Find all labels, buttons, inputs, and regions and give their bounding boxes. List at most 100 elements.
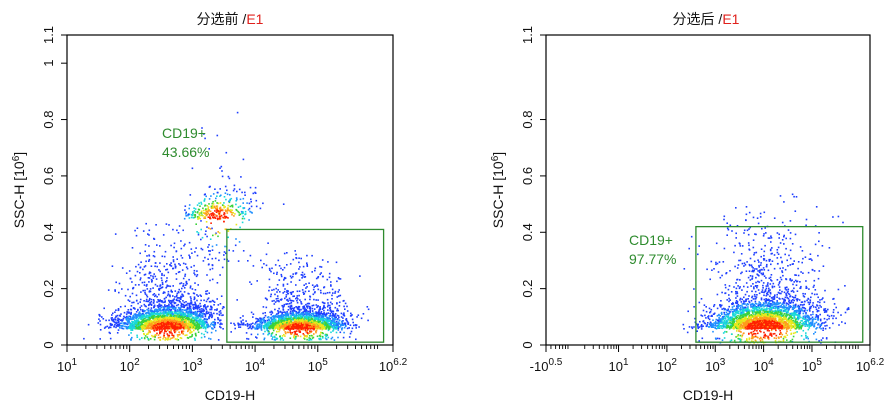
event-point	[220, 295, 223, 297]
event-point	[186, 327, 189, 330]
event-point	[196, 254, 199, 257]
event-point	[144, 310, 146, 312]
event-point	[188, 320, 190, 322]
event-point	[214, 217, 217, 219]
event-point	[321, 326, 323, 328]
event-point	[168, 308, 171, 311]
event-point	[144, 291, 146, 294]
event-point	[294, 273, 297, 275]
event-point	[117, 308, 120, 310]
event-point	[295, 306, 297, 308]
event-point	[312, 288, 315, 291]
event-point	[117, 309, 120, 312]
event-point	[282, 285, 285, 287]
event-point	[323, 309, 325, 312]
event-point	[152, 255, 155, 257]
event-point	[195, 319, 198, 322]
event-point	[298, 261, 300, 264]
event-point	[183, 323, 186, 326]
event-point	[224, 206, 226, 208]
event-point	[214, 208, 217, 210]
event-point	[276, 295, 279, 297]
event-point	[161, 314, 164, 317]
event-point	[257, 318, 260, 321]
event-point	[179, 317, 182, 319]
event-point	[139, 272, 141, 274]
event-point	[146, 314, 149, 317]
event-point	[182, 327, 185, 330]
event-point	[194, 211, 197, 213]
event-point	[155, 324, 158, 327]
event-point	[182, 300, 184, 302]
event-point	[171, 299, 173, 302]
event-point	[124, 322, 126, 324]
event-point	[178, 315, 181, 317]
event-point	[159, 305, 161, 308]
event-point	[338, 278, 340, 280]
event-point	[117, 323, 120, 326]
event-point	[306, 319, 308, 322]
event-point	[170, 325, 172, 327]
event-point	[148, 229, 151, 232]
event-point	[210, 222, 212, 224]
event-point	[140, 313, 142, 315]
event-point	[317, 299, 319, 301]
event-point	[302, 307, 304, 310]
event-point	[295, 257, 298, 260]
event-point	[352, 321, 354, 324]
event-point	[163, 274, 165, 277]
event-point	[155, 308, 157, 311]
event-point	[182, 333, 184, 335]
event-point	[152, 324, 155, 326]
event-point	[217, 322, 219, 324]
event-point	[169, 327, 171, 329]
event-point	[208, 214, 211, 216]
event-point	[273, 272, 275, 275]
event-point	[164, 291, 166, 294]
event-point	[189, 331, 191, 334]
event-point	[175, 298, 178, 301]
event-point	[182, 330, 185, 333]
event-point	[167, 285, 170, 287]
event-point	[153, 330, 156, 332]
event-point	[213, 301, 216, 303]
event-point	[282, 269, 284, 271]
event-point	[163, 334, 165, 336]
event-point	[318, 311, 320, 313]
event-point	[263, 263, 265, 265]
event-point	[273, 335, 276, 338]
event-point	[282, 315, 284, 317]
event-point	[221, 209, 224, 211]
event-point	[173, 246, 175, 249]
event-point	[296, 301, 299, 304]
event-point	[341, 328, 343, 331]
event-point	[235, 200, 237, 202]
event-point	[268, 289, 270, 292]
event-point	[319, 335, 322, 338]
event-point	[282, 292, 284, 294]
event-point	[108, 326, 111, 328]
event-point	[189, 325, 192, 327]
event-point	[280, 275, 283, 278]
event-point	[191, 252, 193, 254]
event-point	[141, 281, 144, 284]
event-point	[205, 208, 208, 211]
event-point	[315, 299, 317, 301]
event-point	[156, 265, 158, 268]
event-point	[260, 325, 263, 328]
event-point	[129, 323, 132, 325]
event-point	[174, 290, 177, 292]
event-point	[309, 338, 311, 341]
event-point	[231, 206, 234, 208]
event-point	[216, 207, 219, 209]
event-point	[99, 315, 101, 317]
event-point	[151, 322, 153, 324]
event-point	[196, 299, 198, 302]
event-point	[182, 326, 185, 328]
event-point	[205, 210, 208, 213]
event-point	[199, 302, 201, 305]
event-point	[185, 266, 188, 268]
event-point	[310, 319, 312, 321]
event-point	[159, 309, 162, 312]
event-point	[170, 289, 173, 292]
